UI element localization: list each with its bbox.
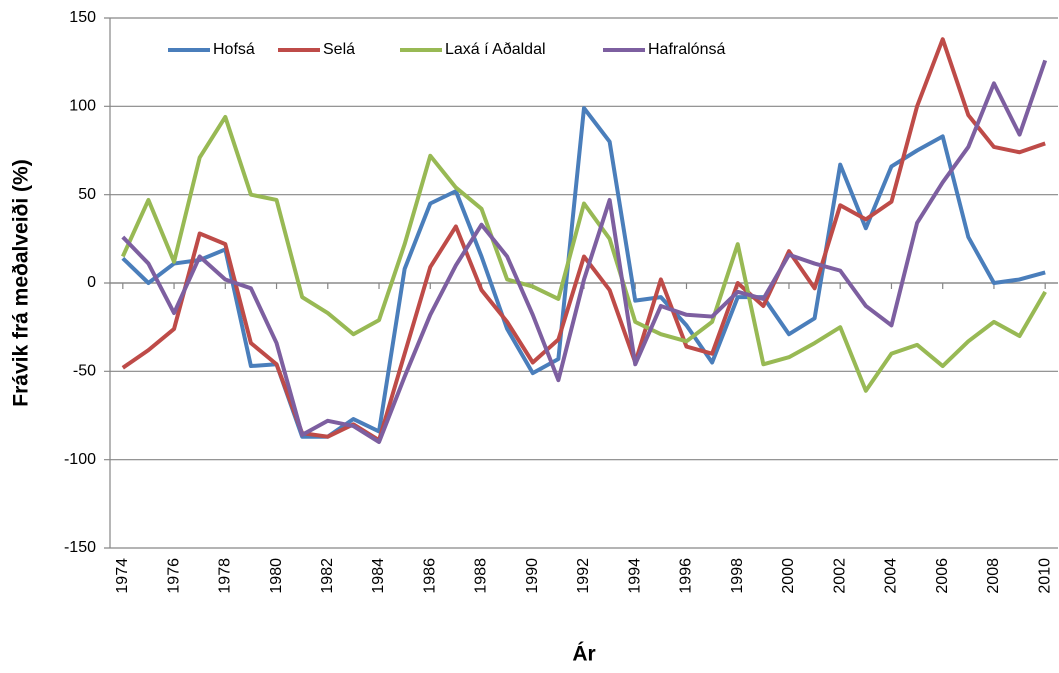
x-tick-label: 2000 (780, 558, 797, 594)
x-tick-label: 2008 (985, 558, 1002, 594)
x-tick-label: 1994 (626, 558, 643, 594)
x-tick-label: 1974 (114, 558, 131, 594)
series-line (121, 37, 1046, 443)
y-tick-label: -50 (73, 363, 96, 380)
x-tick-label: 1992 (575, 558, 592, 594)
legend-label: Laxá í Aðaldal (445, 41, 546, 58)
y-tick-label: 0 (87, 274, 96, 291)
legend-label: Hofsá (213, 41, 255, 58)
x-tick-label: 1982 (319, 558, 336, 594)
x-tick-label: 2010 (1036, 558, 1053, 594)
series-line (121, 106, 1046, 439)
x-axis-title: Ár (572, 643, 595, 666)
x-tick-label: 1988 (473, 558, 490, 594)
x-tick-label: 2002 (831, 558, 848, 594)
legend-label: Hafralónsá (648, 41, 725, 58)
x-tick-label: 1978 (217, 558, 234, 594)
y-tick-label: -100 (64, 451, 96, 468)
x-tick-label: 1976 (165, 558, 182, 594)
series-line (121, 59, 1048, 444)
y-tick-label: 50 (78, 186, 96, 203)
x-tick-label: 1996 (678, 558, 695, 594)
x-tick-label: 1980 (268, 558, 285, 594)
x-tick-label: 1990 (524, 558, 541, 594)
y-tick-label: 150 (69, 9, 96, 26)
series-line (120, 114, 1047, 393)
x-tick-label: 2006 (934, 558, 951, 594)
x-tick-label: 1998 (729, 558, 746, 594)
y-axis-title: Frávik frá meðalveiði (%) (10, 159, 33, 406)
y-tick-label: 100 (69, 98, 96, 115)
y-tick-label: -150 (64, 539, 96, 556)
legend-label: Selá (323, 41, 355, 58)
x-tick-label: 1984 (370, 558, 387, 594)
x-tick-label: 2004 (883, 558, 900, 594)
x-tick-label: 1986 (421, 558, 438, 594)
